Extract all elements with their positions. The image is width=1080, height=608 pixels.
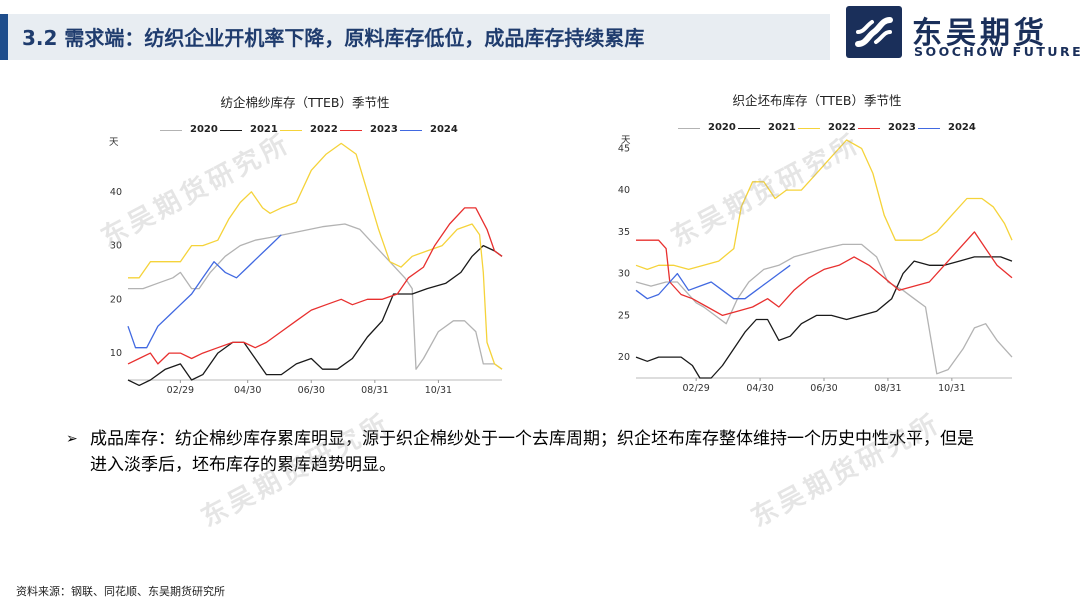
x-tick-label: 08/31 [874,383,901,394]
legend-label: 2024 [948,122,976,133]
y-tick-label: 25 [618,310,630,321]
greige-fabric-inventory-chart: 织企坯布库存（TTEB）季节性 2020 2021 2022 2023 2024 天 2… [612,84,1022,406]
legend-swatch [280,130,302,131]
chart-plot: 20 25 30 35 40 45 02/29 04/30 06/30 08/31 10/31 [618,139,1013,394]
legend-swatch [918,128,940,129]
series-line-2023 [127,207,503,365]
legend-swatch [798,128,820,129]
header: 3.2 需求端：纺织企业开机率下降，原料库存低位，成品库存持续累库 东吴期货 S… [0,0,1080,68]
x-tick-label: 04/30 [746,383,773,394]
x-tick-label: 02/29 [167,385,194,396]
legend-label: 2021 [768,122,796,133]
legend-label: 2020 [190,124,218,135]
yarn-inventory-chart: 纺企棉纱库存（TTEB）季节性 2020 2021 2022 2023 2024 天 1… [100,84,510,406]
legend-swatch [220,130,242,131]
series-line-2024 [127,234,282,349]
x-tick-label: 02/29 [682,383,709,394]
x-tick-label: 04/30 [234,385,261,396]
logo-mark-icon [846,6,902,58]
legend-swatch [738,128,760,129]
legend-swatch [400,130,422,131]
logo-text-en: SOOCHOW FUTURES [914,44,1080,59]
bullet-text: 成品库存：纺企棉纱库存累库明显，源于织企棉纱处于一个去库周期；织企坯布库存整体维… [90,429,974,475]
y-tick-label: 20 [110,294,122,305]
x-tick-label: 08/31 [361,385,388,396]
y-axis-unit: 天 [621,135,631,146]
legend-label: 2022 [310,124,338,135]
y-tick-label: 40 [618,185,630,196]
legend-label: 2021 [250,124,278,135]
data-source: 资料来源：钢联、同花顺、东吴期货研究所 [16,585,225,598]
y-tick-label: 30 [110,241,122,252]
y-tick-label: 45 [618,143,630,154]
title-accent [0,14,8,60]
legend-swatch [340,130,362,131]
title-bar [0,14,830,60]
series-line-2020 [128,223,503,370]
series-line-2021 [127,244,503,387]
y-axis-unit: 天 [109,137,119,148]
chart-plot: 10 20 30 40 02/29 04/30 06/30 08/31 10/31 [110,142,503,396]
y-tick-label: 35 [618,227,630,238]
company-logo: 东吴期货 SOOCHOW FUTURES [846,6,1080,62]
series-line-2022 [635,139,1013,271]
chart-title: 纺企棉纱库存（TTEB）季节性 [220,95,390,110]
legend-swatch [678,128,700,129]
y-tick-label: 20 [618,352,630,363]
x-tick-label: 10/31 [425,385,452,396]
legend-swatch [858,128,880,129]
chart-title: 织企坯布库存（TTEB）季节性 [732,93,902,108]
legend-label: 2024 [430,124,458,135]
chart-legend: 2020 2021 2022 2023 2024 [160,124,520,138]
logo-text-cn: 东吴期货 [912,16,1048,51]
series-line-2023 [636,231,1013,317]
x-tick-label: 10/31 [938,383,965,394]
page-title: 3.2 需求端：纺织企业开机率下降，原料库存低位，成品库存持续累库 [22,26,645,50]
legend-label: 2020 [708,122,736,133]
legend-label: 2022 [828,122,856,133]
legend-label: 2023 [370,124,398,135]
y-tick-label: 30 [618,269,630,280]
y-tick-label: 40 [110,187,122,198]
x-tick-label: 06/30 [298,385,325,396]
y-tick-label: 10 [110,348,122,359]
series-line-2024 [635,264,791,300]
arrow-bullet-icon: ➢ [66,431,78,447]
x-tick-label: 06/30 [810,383,837,394]
legend-label: 2023 [888,122,916,133]
legend-swatch [160,130,182,131]
series-line-2020 [635,243,1013,375]
series-line-2022 [128,142,503,370]
chart-legend: 2020 2021 2022 2023 2024 [678,122,1018,136]
